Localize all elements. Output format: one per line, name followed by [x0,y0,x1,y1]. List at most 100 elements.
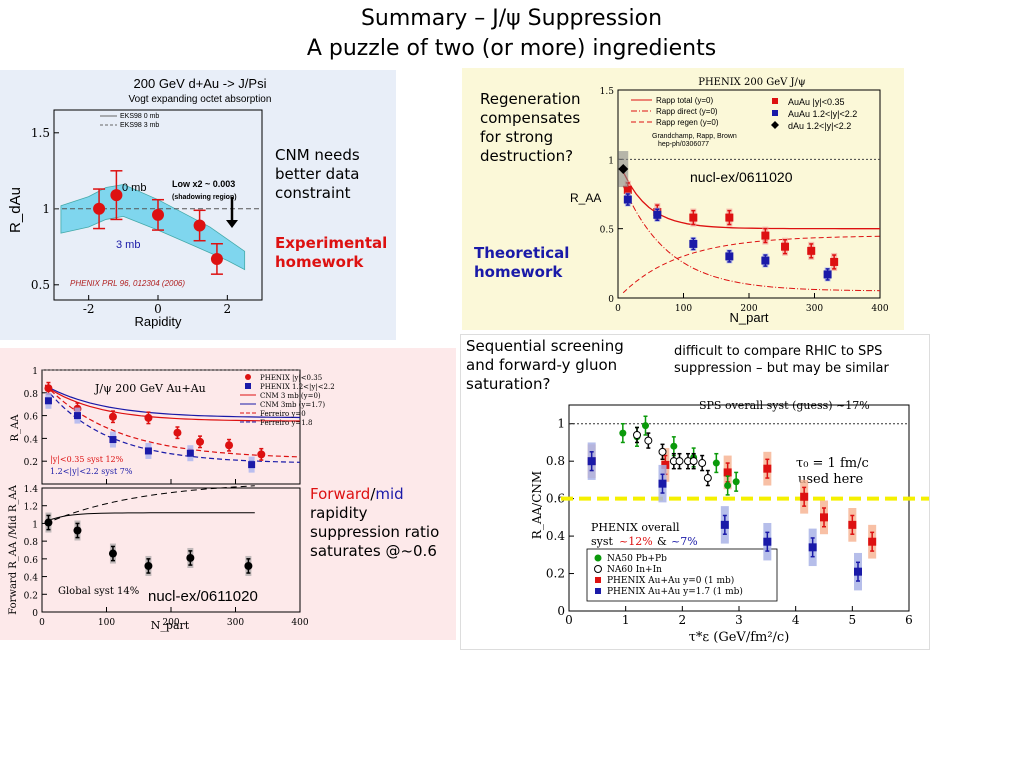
x-tick-label: 2 [679,613,687,627]
legend-label: PHENIX Au+Au y=1.7 (1 mb) [607,586,743,597]
data-point [689,213,698,222]
slash-word: / [370,485,376,503]
data-point [623,185,632,194]
x-tick-label: 100 [98,618,115,628]
data-point [193,219,206,232]
x-tick-label: 0 [615,304,621,314]
data-point [800,492,809,501]
forward-mid-note: Forward/mid rapidity suppression ratio s… [310,485,458,561]
data-point [675,457,684,466]
label-shadowing: (shadowing region) [172,194,237,201]
data-point [658,479,667,488]
legend-label: PHENIX Au+Au y=0 (1 mb) [607,575,734,586]
chart3-title: J/ψ 200 GeV Au+Au [94,382,206,395]
data-point [623,195,632,204]
data-point [689,457,698,466]
y-axis-label: R_AA [570,191,601,205]
legend-eks0: EKS98 0 mb [120,113,159,120]
legend-label: CNM 3mb (y=1.7) [260,401,325,409]
phenix-syst-label: syst [591,535,614,548]
y-tick-label: 0.2 [24,458,38,468]
legend-label: Rapp total (y=0) [656,96,713,105]
data-point [73,412,81,420]
data-point [44,397,52,405]
data-point [44,518,53,527]
difficult-note: difficult to compare RHIC to SPS suppres… [674,344,889,376]
data-point [848,520,857,529]
data-point [689,239,698,248]
sps-syst-label: SPS overall syst (guess) ~17% [699,399,870,412]
data-point [725,252,734,261]
legend-label: Ferreiro y=0 [260,410,306,418]
theoretical-homework-note: Theoretical homework [474,244,570,281]
legend-label: dAu 1.2<|y|<2.2 [788,121,851,131]
y-tick-label: 0.6 [24,556,39,566]
nucl-ex-label: nucl-ex/0611020 [148,588,258,605]
data-point [144,561,153,570]
experimental-homework-note: Experimental homework [275,234,388,271]
data-point [830,257,839,266]
label-3mb: 3 mb [116,239,140,251]
dau-rapidity-chart: 200 GeV d+Au -> J/Psi Vogt expanding oct… [7,76,271,329]
data-point [73,526,82,535]
forward-word: Forward [310,485,371,503]
data-point [108,549,117,558]
x-tick-label: 4 [792,613,800,627]
chart2-title: PHENIX 200 GeV J/ψ [698,77,806,88]
data-point [661,460,670,469]
data-point [618,164,629,175]
data-point [720,520,729,529]
data-point [698,459,707,468]
dau-rapidity-panel: 200 GeV d+Au -> J/Psi Vogt expanding oct… [0,70,396,340]
y-tick-label: 0.4 [24,574,39,584]
cnm-needs-note: CNM needs better data constraint [275,146,360,202]
data-point [763,464,772,473]
mid-word: mid [375,485,404,503]
rapp-direct [622,185,881,292]
y-tick-label: 0.2 [546,567,565,581]
legend-marker [772,98,778,104]
x-tick-label: 200 [162,618,179,628]
eks98-band [60,184,246,271]
syst-7-label: ~7% [671,535,698,548]
nucl-ex-label: nucl-ex/0611020 [690,169,793,185]
data-point [225,441,234,450]
ampersand-label: & [657,535,667,548]
y-tick-label: 1 [608,156,614,166]
legend-marker [594,565,602,573]
y-tick-label: 0.5 [600,226,615,236]
y-tick-label: 0.5 [31,278,50,292]
x-axis-label: N_part [729,310,768,325]
x-tick-label: 5 [849,613,857,627]
y-tick-label: 0.4 [546,529,565,543]
y-axis-label: Forward R_AA /Mid R_AA [8,484,19,614]
chart1-title: 200 GeV d+Au -> J/Psi [134,76,267,91]
y-tick-label: 1.5 [31,126,50,140]
data-point [619,429,627,437]
y-tick-label: 1 [42,202,50,216]
phenix-overall-label: PHENIX overall [591,521,680,534]
legend-label: PHENIX 1.2<|y|<2.2 [260,383,335,391]
y-tick-label: 0 [557,604,565,618]
cnm-3mb-y17 [44,384,301,419]
data-point [210,252,223,265]
cnm-3mb-y0 [44,385,300,422]
data-point [868,537,877,546]
x-tick-label: 0 [565,613,573,627]
y-tick-label: 1 [32,520,38,530]
label-0mb: 0 mb [122,182,146,194]
data-point [93,202,106,215]
y-tick-label: 0.8 [24,390,39,400]
legend-label: Ferreiro y=1.8 [260,419,312,427]
data-point [724,482,732,490]
y-tick-label: 0.6 [546,492,565,506]
data-point [854,567,862,576]
syst-label-mid: |y|<0.35 syst 12% [50,455,124,464]
global-syst-label: Global syst 14% [58,586,139,597]
data-point [109,436,117,444]
legend-label: PHENIX |y|<0.35 [260,374,322,382]
x-tick-label: -2 [83,302,95,316]
y-tick-label: 0.2 [24,591,38,601]
regeneration-panel: 0 100 200 300 400 0 0.5 1 1.5 PHENIX 200 GeV J/ψ N… [462,68,904,330]
data-point [110,189,123,202]
